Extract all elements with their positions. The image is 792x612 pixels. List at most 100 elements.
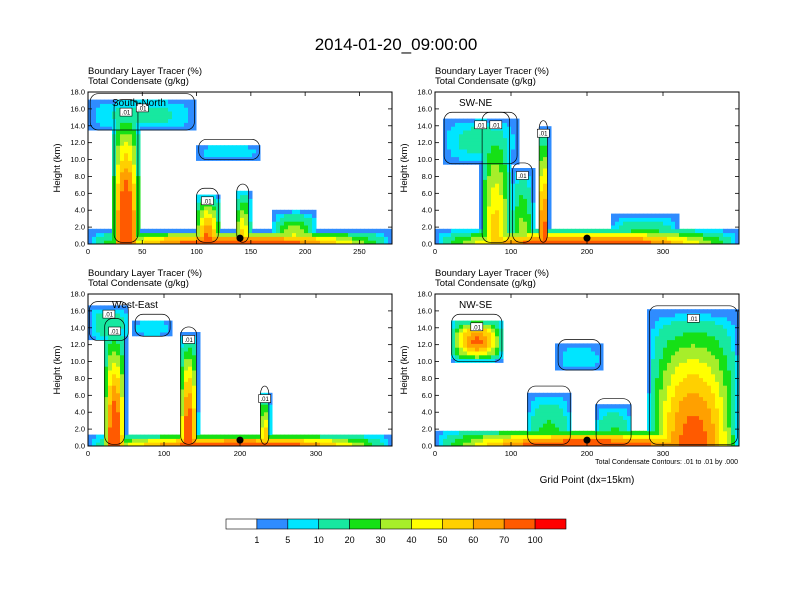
y-tick-label: 10.0 <box>70 155 85 164</box>
y-tick-label: 18.0 <box>70 290 85 299</box>
contour-label: .01 <box>261 397 270 403</box>
colorbar-swatch <box>411 518 443 530</box>
location-marker <box>236 436 244 444</box>
contour-label: .01 <box>203 199 212 205</box>
colorbar-label: 10 <box>314 535 324 545</box>
condensate-contour <box>198 138 260 160</box>
x-tick-label: 200 <box>581 449 594 458</box>
y-tick-label: 0.0 <box>75 442 85 451</box>
condensate-contour <box>595 398 632 445</box>
colorbar-swatch <box>256 518 289 530</box>
y-tick-label: 4.0 <box>422 408 432 417</box>
y-tick-label: 18.0 <box>417 290 432 299</box>
condensate-contour <box>451 313 503 362</box>
x-tick-label: 300 <box>310 449 323 458</box>
condensate-contour <box>648 305 738 445</box>
y-tick-label: 14.0 <box>70 323 85 332</box>
contour-label-box <box>102 309 116 319</box>
condensate-contour <box>557 339 602 371</box>
colorbar-swatch <box>225 518 258 530</box>
panel-title-line: Boundary Layer Tracer (%) <box>435 66 549 77</box>
y-tick-label: 2.0 <box>75 223 85 232</box>
tracer-field <box>88 305 392 446</box>
x-tick-label: 0 <box>433 449 437 458</box>
y-tick-label: 2.0 <box>422 223 432 232</box>
colorbar-swatch <box>503 518 536 530</box>
contour-label-box <box>135 103 149 113</box>
colorbar-label: 40 <box>406 535 416 545</box>
colorbar-label: 50 <box>437 535 447 545</box>
y-axis-label: Height (km) <box>52 143 63 192</box>
colorbar: 1 5 10 20 30 40 50 60 70 100 <box>225 518 567 545</box>
location-marker <box>236 234 244 242</box>
x-tick-label: 250 <box>353 247 366 256</box>
x-tick-label: 0 <box>86 247 90 256</box>
y-tick-label: 12.0 <box>417 340 432 349</box>
y-tick-label: 2.0 <box>75 425 85 434</box>
panel-label: SW-NE <box>459 98 492 109</box>
condensate-contour <box>196 187 219 243</box>
condensate-contour <box>538 120 548 243</box>
contour-label: .01 <box>518 174 527 180</box>
contour-label-box <box>258 394 272 403</box>
contour-label: .01 <box>492 123 501 129</box>
y-tick-label: 8.0 <box>75 374 85 383</box>
y-tick-label: 6.0 <box>75 391 85 400</box>
y-tick-label: 14.0 <box>417 323 432 332</box>
y-tick-label: 6.0 <box>422 391 432 400</box>
panel-title-line: Total Condensate (g/kg) <box>88 278 189 289</box>
panel-title-line: Total Condensate (g/kg) <box>88 76 189 87</box>
location-marker <box>583 234 591 242</box>
contour-label: .01 <box>105 313 114 319</box>
contour-label-box <box>687 314 700 323</box>
colorbar-label: 1 <box>254 535 259 545</box>
y-axis-label: Height (km) <box>399 143 410 192</box>
y-tick-label: 16.0 <box>70 306 85 315</box>
x-tick-label: 50 <box>138 247 146 256</box>
y-tick-label: 0.0 <box>422 240 432 249</box>
colorbar-swatch <box>318 518 350 530</box>
y-tick-label: 2.0 <box>422 425 432 434</box>
chart-panel: .01 .01 .01 .01 0.0 2.0 4.0 6.0 8.0 10.0 12.0 14.0 1… <box>52 268 393 458</box>
colorbar-label: 60 <box>468 535 478 545</box>
y-tick-label: 14.0 <box>417 121 432 130</box>
y-tick-label: 4.0 <box>75 408 85 417</box>
contour-label: .01 <box>138 106 147 112</box>
panel-label: NW-SE <box>459 300 492 311</box>
panel-label: West-East <box>112 300 158 311</box>
y-tick-label: 0.0 <box>75 240 85 249</box>
panel-grid: .01 .01 .01 0.0 2.0 4.0 6.0 8.0 10.0 12.0 14.0 16.0… <box>52 66 740 458</box>
x-tick-label: 200 <box>234 449 247 458</box>
contour-label-box <box>474 120 487 130</box>
x-tick-label: 300 <box>657 247 670 256</box>
y-tick-label: 12.0 <box>70 138 85 147</box>
condensate-contour <box>443 111 518 165</box>
y-tick-label: 8.0 <box>422 374 432 383</box>
contour-label-box <box>470 322 484 332</box>
y-axis-label: Height (km) <box>52 345 63 394</box>
y-tick-label: 10.0 <box>70 357 85 366</box>
y-tick-label: 8.0 <box>422 172 432 181</box>
x-tick-label: 150 <box>245 247 258 256</box>
condensate-contour <box>260 385 270 445</box>
y-axis-label: Height (km) <box>399 345 410 394</box>
y-tick-label: 8.0 <box>75 172 85 181</box>
condensate-contour <box>113 99 139 243</box>
x-tick-label: 200 <box>581 247 594 256</box>
y-tick-label: 0.0 <box>422 442 432 451</box>
panel-title-line: Total Condensate (g/kg) <box>435 76 536 87</box>
y-tick-label: 4.0 <box>75 206 85 215</box>
location-marker <box>583 436 591 444</box>
contour-label-box <box>108 326 121 336</box>
y-tick-label: 6.0 <box>422 189 432 198</box>
colorbar-swatch <box>442 518 474 530</box>
contour-label-box <box>516 171 529 180</box>
y-tick-label: 12.0 <box>417 138 432 147</box>
x-axis-label-right: Grid Point (dx=15km) <box>540 475 635 486</box>
y-tick-label: 10.0 <box>417 155 432 164</box>
x-tick-label: 100 <box>190 247 203 256</box>
chart-panel: .01 .01 0.0 2.0 4.0 6.0 8.0 10.0 12.0 14.0 16.0 18.… <box>399 268 740 458</box>
x-tick-label: 100 <box>505 247 518 256</box>
condensate-contour <box>104 318 125 445</box>
y-tick-label: 16.0 <box>417 104 432 113</box>
